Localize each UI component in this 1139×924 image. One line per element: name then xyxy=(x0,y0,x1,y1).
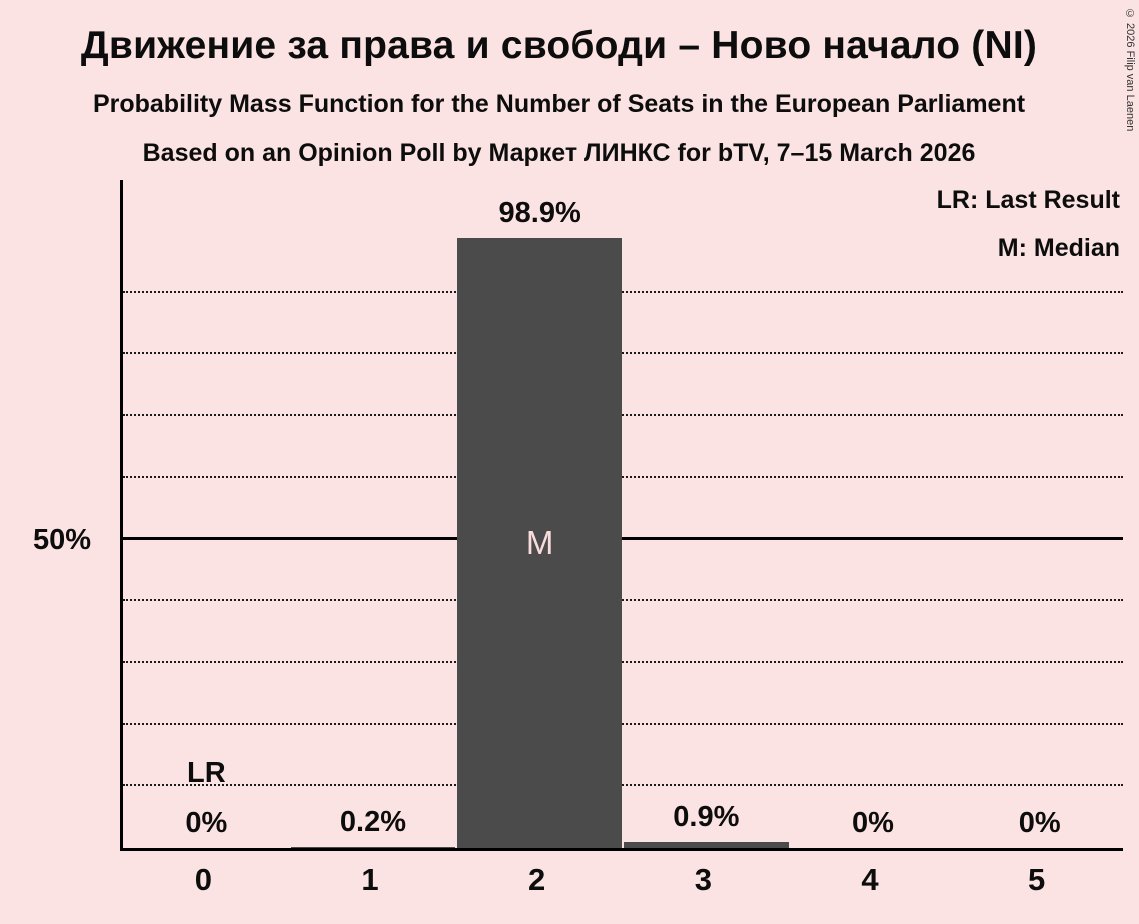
bar-value-label-0: 0% xyxy=(185,807,228,839)
bar-value-label-3: 0.9% xyxy=(673,801,740,834)
gridline xyxy=(123,352,1123,355)
bar-value-label-2: 98.9% xyxy=(498,196,581,229)
copyright-notice: © 2026 Filip van Laenen xyxy=(1124,8,1136,132)
chart-subtitle: Probability Mass Function for the Number… xyxy=(92,90,1026,118)
gridline xyxy=(123,599,1123,602)
chart-source-line: Based on an Opinion Poll by Маркет ЛИНКС… xyxy=(142,139,976,167)
bar-seats-3 xyxy=(624,842,789,848)
gridline xyxy=(123,722,1123,725)
gridline xyxy=(123,475,1123,478)
legend-last-result: LR: Last Result xyxy=(936,186,1120,214)
bar-value-label-5: 0% xyxy=(1018,807,1061,839)
plot-area: 0% LR 0.2% M 98.9% 0.9% 0% 0% xyxy=(120,180,1123,851)
legend-median: M: Median xyxy=(997,234,1120,262)
gridline xyxy=(123,290,1123,293)
x-tick-label-1: 1 xyxy=(361,862,379,897)
x-tick-label-5: 5 xyxy=(1028,862,1046,897)
x-tick-label-0: 0 xyxy=(194,862,212,897)
bar-value-label-4: 0% xyxy=(852,807,894,839)
bar-seats-1 xyxy=(290,846,456,848)
chart-title: Движение за права и свободи – Ново начал… xyxy=(80,24,1038,67)
last-result-marker: LR xyxy=(186,757,226,789)
gridline xyxy=(123,414,1123,417)
x-tick-label-2: 2 xyxy=(528,862,546,897)
bar-value-label-1: 0.2% xyxy=(339,805,407,838)
gridline-50pct-solid xyxy=(123,536,1123,540)
gridline xyxy=(123,660,1123,663)
gridline xyxy=(123,784,1123,787)
x-tick-label-3: 3 xyxy=(694,862,712,897)
median-marker: M xyxy=(525,523,554,561)
y-axis-50pct-label: 50% xyxy=(32,524,92,556)
bar-seats-2: M xyxy=(457,237,622,848)
x-tick-label-4: 4 xyxy=(861,862,879,897)
x-axis-labels: 0 1 2 3 4 5 xyxy=(120,862,1120,912)
